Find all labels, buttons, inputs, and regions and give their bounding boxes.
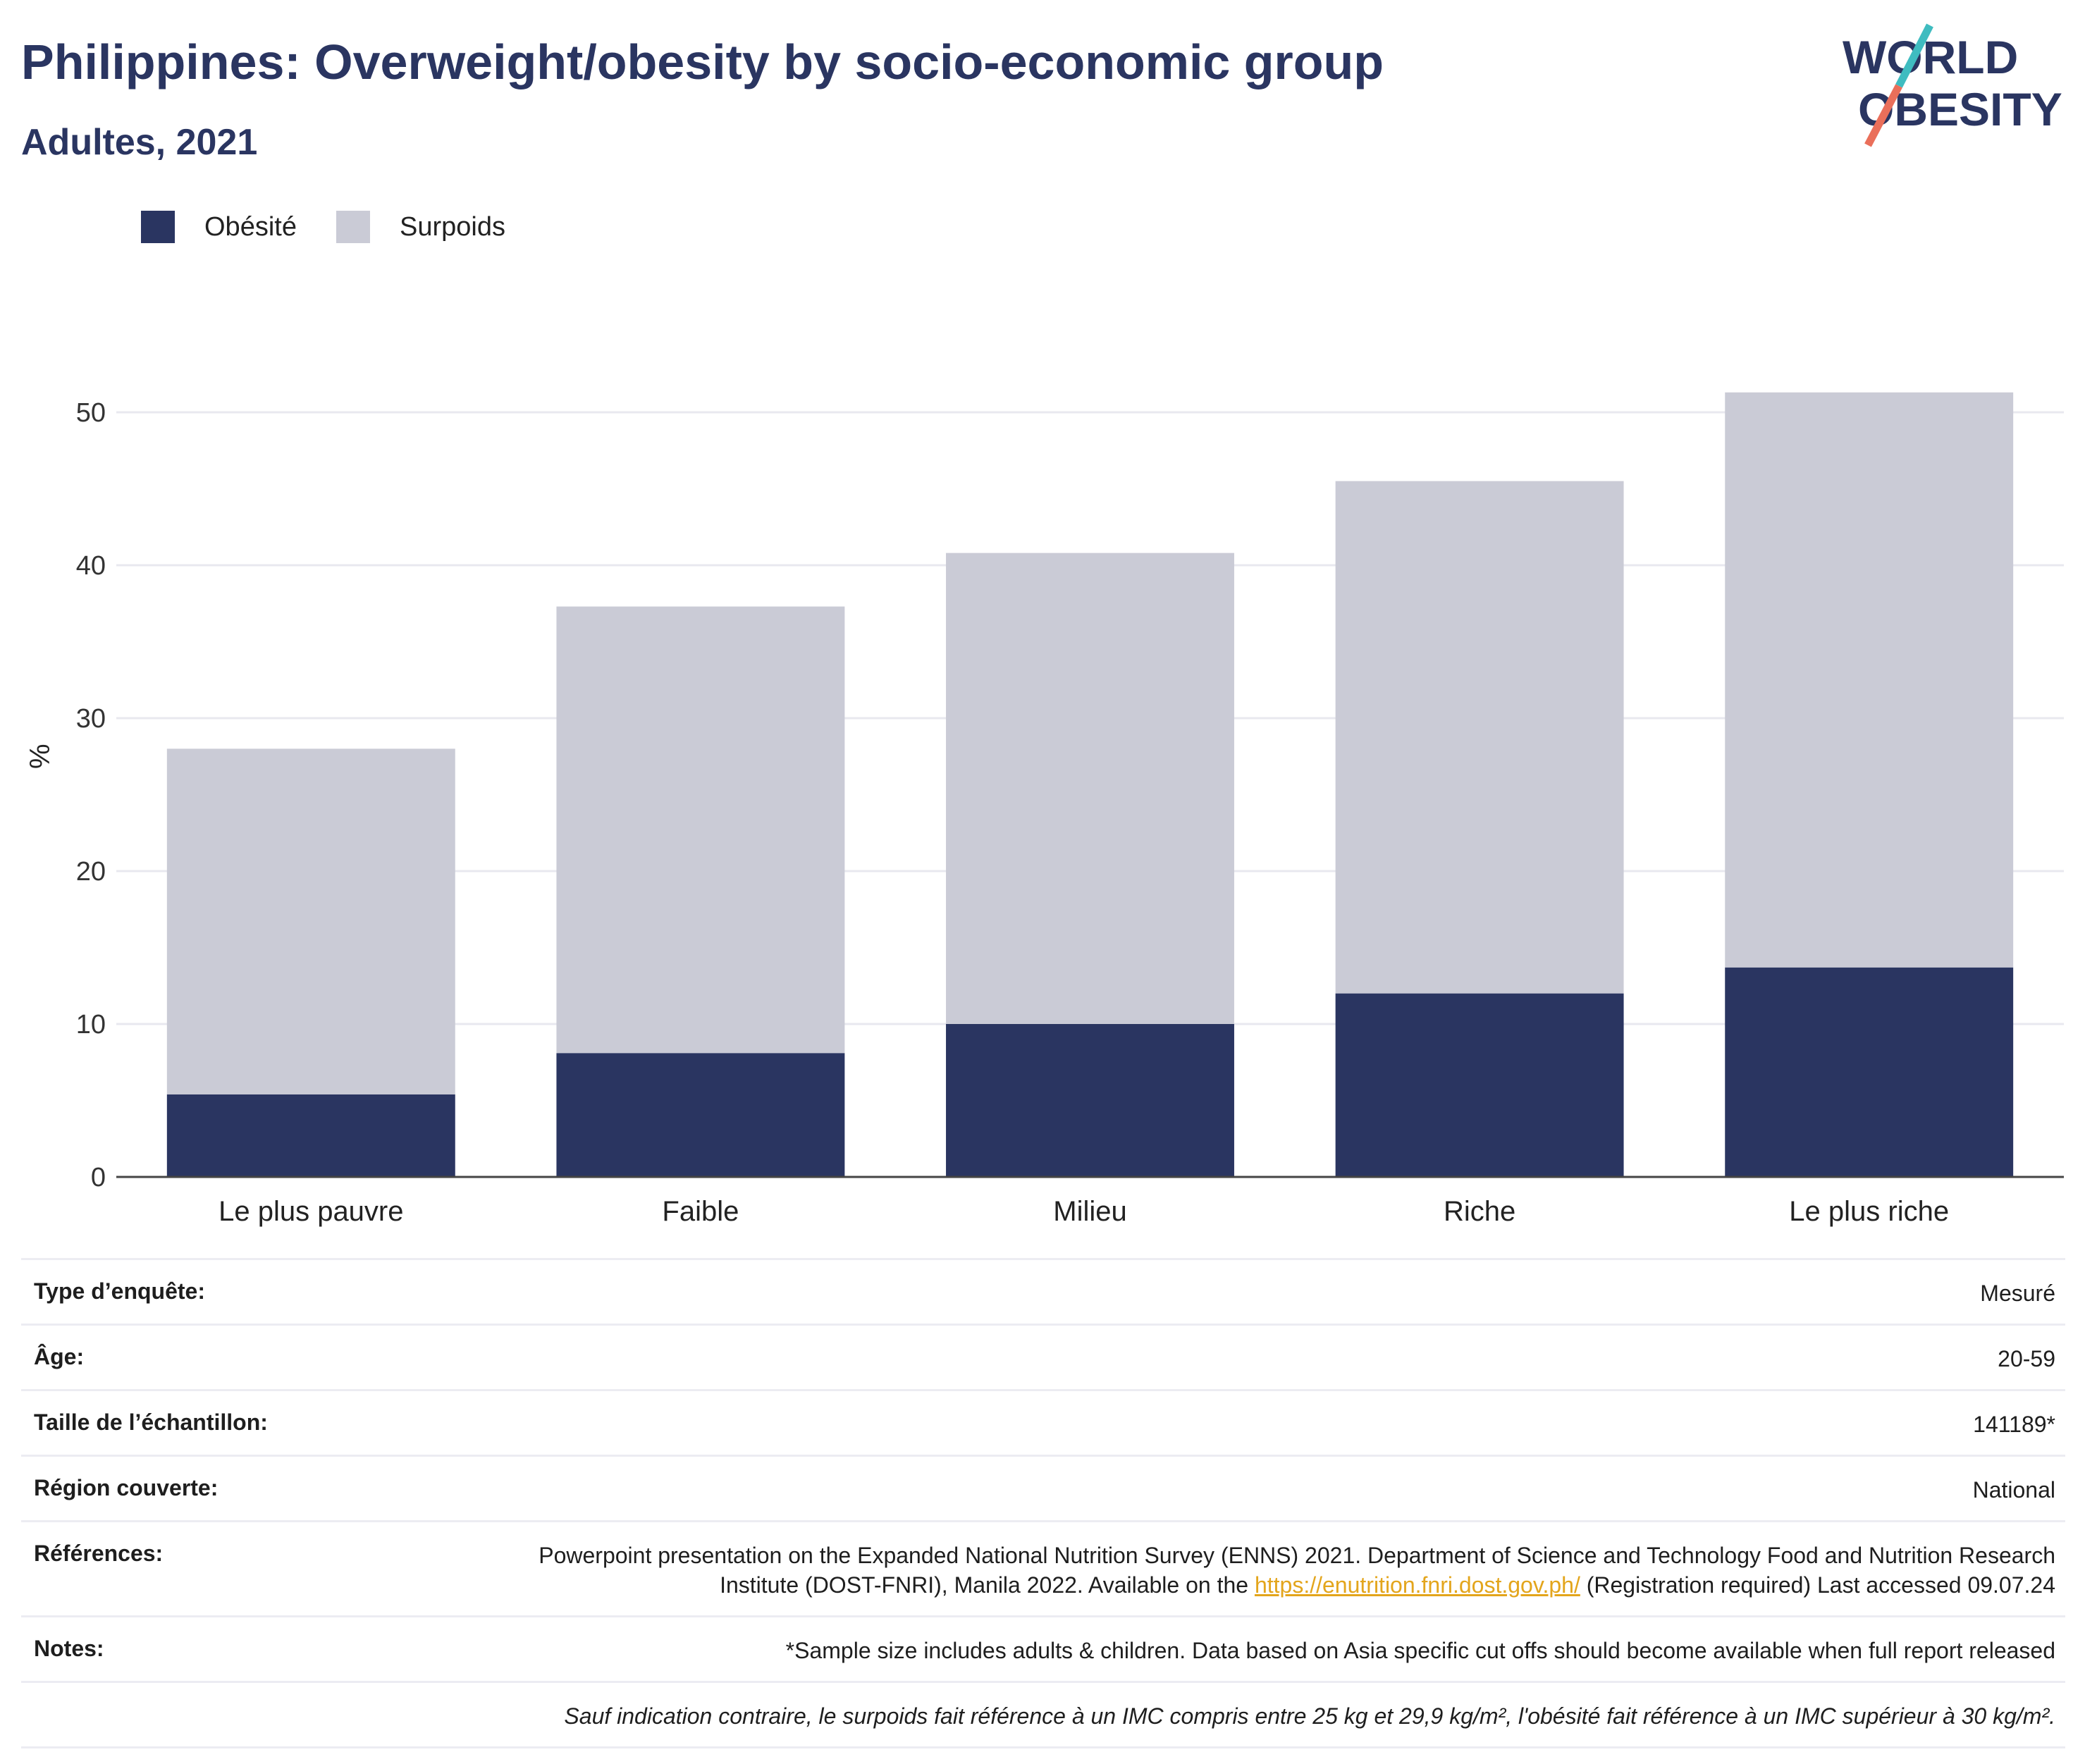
bar-overweight (556, 606, 845, 1054)
bar-obesity (1335, 993, 1624, 1177)
bar-obesity (1725, 967, 2014, 1177)
info-label: Notes: (34, 1636, 104, 1661)
world-obesity-logo: WORLD OBESITY (1843, 23, 2062, 147)
info-value: *Sample size includes adults & children.… (785, 1638, 2055, 1663)
bar-obesity (946, 1024, 1234, 1177)
y-axis-title: % (25, 744, 56, 769)
y-tick-label: 30 (76, 704, 106, 734)
bar-overweight (166, 748, 455, 1094)
legend-item-obesity[interactable]: Obésité (141, 211, 297, 243)
svg-text:WORLD: WORLD (1843, 31, 2018, 83)
info-label: Âge: (34, 1344, 85, 1369)
x-tick-label: Riche (1444, 1196, 1515, 1227)
info-label: Références: (34, 1541, 164, 1566)
info-label: Taille de l’échantillon: (34, 1410, 268, 1435)
legend-item-overweight[interactable]: Surpoids (336, 211, 505, 243)
info-value: National (1972, 1477, 2055, 1503)
legend-label-overweight: Surpoids (399, 211, 505, 242)
legend-swatch-overweight (336, 211, 370, 243)
info-row-sample-size: Taille de l’échantillon: 141189* (21, 1389, 2065, 1455)
info-value: Mesuré (1980, 1281, 2055, 1306)
info-row-references: Références: Powerpoint presentation on t… (21, 1520, 2065, 1615)
y-tick-label: 10 (76, 1010, 106, 1040)
bar-overweight (946, 553, 1234, 1024)
y-tick-label: 50 (76, 398, 106, 428)
bar-obesity (556, 1053, 845, 1177)
info-row-notes: Notes: *Sample size includes adults & ch… (21, 1615, 2065, 1681)
stacked-bar-chart: 0 10 20 30 40 50% Le plus pauvre Faible Milieu Ri… (25, 392, 2064, 1227)
info-label: Région couverte: (34, 1475, 219, 1500)
x-tick-label: Faible (662, 1196, 739, 1227)
x-tick-label: Le plus riche (1789, 1196, 1949, 1227)
bar-obesity (166, 1094, 455, 1177)
chart-title: Philippines: Overweight/obesity by socio… (21, 35, 1384, 90)
bar-overweight (1335, 481, 1624, 994)
chart-subtitle: Adultes, 2021 (21, 122, 258, 163)
info-row-survey-type: Type d’enquête: Mesuré (21, 1258, 2065, 1324)
y-tick-label: 40 (76, 551, 106, 581)
legend-swatch-obesity (141, 211, 175, 243)
references-text: Powerpoint presentation on the Expanded … (539, 1543, 2055, 1598)
info-value: 141189* (1973, 1412, 2055, 1437)
info-row-region: Région couverte: National (21, 1455, 2065, 1520)
y-tick-label: 20 (76, 857, 106, 887)
info-value: 20-59 (1998, 1346, 2055, 1371)
definition-note: Sauf indication contraire, le surpoids f… (564, 1703, 2055, 1729)
references-text-end: (Registration required) Last accessed 09… (1580, 1572, 2055, 1598)
info-value: Powerpoint presentation on the Expanded … (505, 1541, 2055, 1600)
chart-legend: Obésité Surpoids (141, 209, 545, 245)
info-row-age: Âge: 20-59 (21, 1324, 2065, 1389)
references-link[interactable]: https://enutrition.fnri.dost.gov.ph/ (1254, 1572, 1580, 1598)
y-tick-label: 0 (91, 1163, 106, 1192)
info-row-definition: Sauf indication contraire, le surpoids f… (21, 1681, 2065, 1748)
x-tick-label: Le plus pauvre (219, 1196, 403, 1227)
info-label: Type d’enquête: (34, 1278, 205, 1304)
x-tick-label: Milieu (1053, 1196, 1126, 1227)
survey-info-table: Type d’enquête: Mesuré Âge: 20-59 Taille… (21, 1258, 2065, 1748)
legend-label-obesity: Obésité (204, 211, 297, 242)
bar-overweight (1725, 392, 2014, 968)
